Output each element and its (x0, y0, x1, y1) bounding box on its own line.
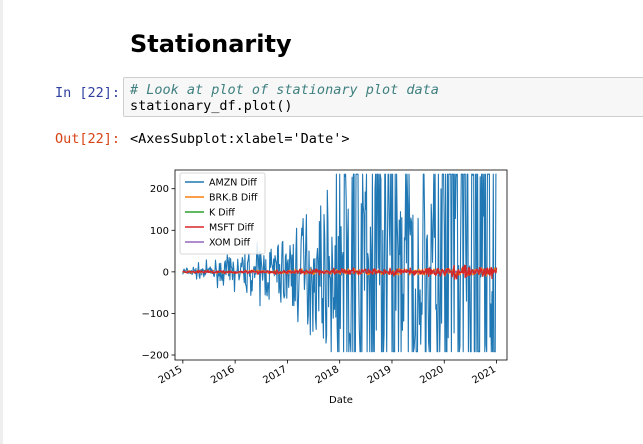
y-tick-label: −200 (142, 351, 169, 362)
code-comment: # Look at plot of stationary plot data (130, 82, 439, 98)
line-chart: −200 −100 0 100 200 2015 2016 2017 2018 2019 2020 2… (142, 169, 508, 406)
x-tick-label: 2019 (366, 364, 394, 386)
legend-entry: K Diff (209, 208, 235, 219)
section-heading: Stationarity (130, 30, 292, 58)
input-prompt: In [22]: (54, 85, 120, 101)
chart-legend: AMZN Diff BRK.B Diff K Diff MSFT Diff XOM Di… (179, 172, 266, 255)
x-tick-label: 2015 (157, 364, 185, 386)
y-tick-label: 100 (150, 226, 169, 237)
legend-entry: BRK.B Diff (209, 193, 258, 204)
x-tick-label: 2017 (261, 364, 289, 386)
axes-frame (174, 169, 508, 361)
code-cell-input[interactable]: # Look at plot of stationary plot data s… (123, 77, 643, 117)
output-text: <AxesSubplot:xlabel='Date'> (130, 131, 350, 147)
x-axis-label: Date (329, 395, 353, 406)
x-tick-label: 2020 (418, 364, 446, 386)
y-tick-label: 0 (163, 267, 169, 278)
y-tick-label: 200 (150, 184, 169, 195)
series-lines (182, 173, 498, 353)
x-tick-label: 2016 (209, 364, 237, 386)
code-line: stationary_df.plot() (130, 98, 293, 114)
legend-entry: AMZN Diff (209, 178, 257, 189)
legend-entry: XOM Diff (209, 238, 251, 249)
y-tick-label: −100 (142, 309, 169, 320)
legend-box (179, 172, 266, 255)
series-line-msft-diff (182, 264, 498, 280)
notebook-gutter (0, 0, 3, 444)
x-tick-label: 2021 (471, 364, 499, 386)
legend-entry: MSFT Diff (209, 223, 254, 234)
output-prompt: Out[22]: (54, 131, 120, 147)
x-tick-label: 2018 (314, 364, 342, 386)
